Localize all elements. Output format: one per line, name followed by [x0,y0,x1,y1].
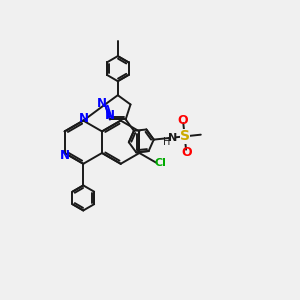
Text: N: N [105,109,115,122]
Text: N: N [60,148,70,162]
Text: N: N [79,112,89,125]
Text: N: N [97,98,106,110]
Text: S: S [180,129,190,143]
Text: O: O [181,146,192,159]
Text: H: H [164,137,171,148]
Text: O: O [178,114,188,127]
Text: Cl: Cl [155,158,167,169]
Text: N: N [168,133,177,143]
